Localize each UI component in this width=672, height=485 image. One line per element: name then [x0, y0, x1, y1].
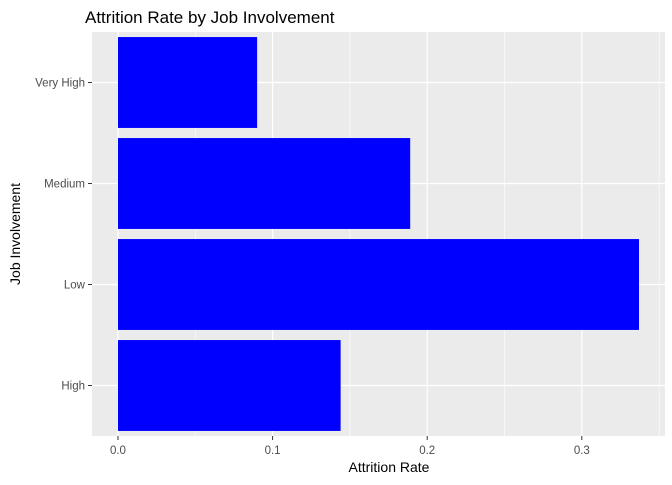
bar-low: [117, 239, 640, 330]
x-tick-label: 0.1: [265, 445, 281, 457]
bar-very-high: [117, 37, 258, 128]
x-axis-title: Attrition Rate: [349, 459, 430, 475]
y-tick-label: High: [61, 381, 85, 393]
y-axis: High Low Medium Very High: [35, 78, 92, 393]
y-tick-label: Low: [64, 280, 86, 292]
chart-title: Attrition Rate by Job Involvement: [85, 8, 335, 27]
x-tick-label: 0.0: [110, 445, 126, 457]
x-axis: 0.0 0.1 0.2 0.3: [110, 436, 590, 457]
y-tick-label: Medium: [44, 179, 85, 191]
x-tick-label: 0.3: [574, 445, 590, 457]
y-tick-label: Very High: [35, 78, 85, 90]
x-tick-label: 0.2: [419, 445, 435, 457]
bars: [117, 37, 640, 431]
bar-high: [117, 340, 341, 431]
bar-medium: [117, 138, 411, 229]
y-axis-title: Job Involvement: [7, 183, 23, 285]
